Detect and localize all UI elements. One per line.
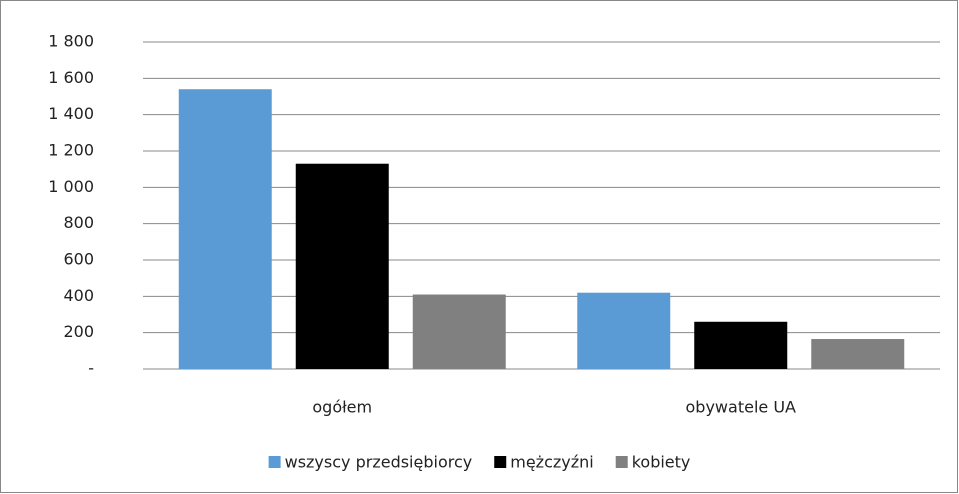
bar (694, 321, 788, 369)
y-tick-label: 1 600 (48, 68, 94, 87)
x-tick-label: obywatele UA (686, 398, 797, 417)
legend-swatch (494, 456, 507, 468)
y-tick-label: 400 (63, 286, 94, 305)
bar (577, 292, 671, 369)
legend-label: kobiety (632, 453, 691, 472)
y-tick-label: 1 400 (48, 104, 94, 123)
bar (811, 339, 905, 369)
bar (178, 89, 272, 369)
y-tick-label: 1 000 (48, 177, 94, 196)
legend-label: wszyscy przedsiębiorcy (285, 453, 473, 472)
y-tick-label: 1 800 (48, 32, 94, 51)
x-tick-label: ogółem (312, 398, 372, 417)
y-tick-label: 200 (63, 322, 94, 341)
y-tick-label: 600 (63, 250, 94, 269)
y-tick-label: - (88, 359, 94, 378)
legend-swatch (615, 456, 628, 468)
legend-swatch (268, 456, 281, 468)
y-tick-label: 1 200 (48, 141, 94, 160)
legend-label: mężczyźni (510, 453, 593, 472)
bar (295, 163, 389, 369)
y-tick-label: 800 (63, 213, 94, 232)
bar (412, 294, 506, 369)
